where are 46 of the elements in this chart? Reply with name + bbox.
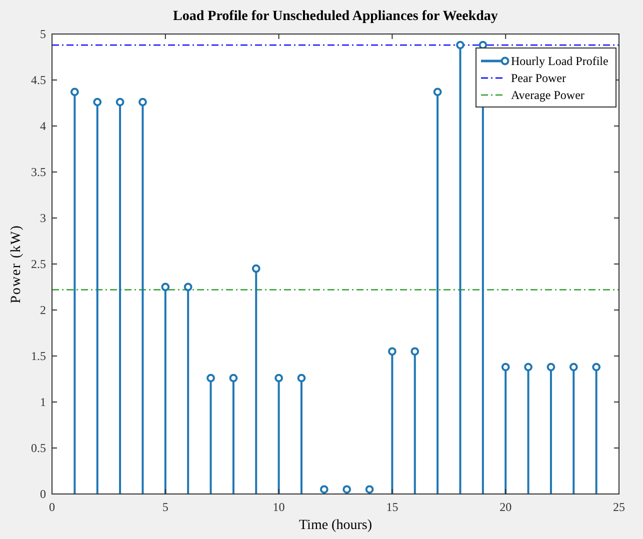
y-tick-label: 1: [40, 395, 46, 409]
y-tick-label: 1.5: [31, 349, 46, 363]
x-tick-label: 15: [386, 500, 398, 514]
point: [93, 98, 102, 106]
legend-label: Average Power: [511, 88, 584, 102]
point: [206, 374, 215, 382]
point: [410, 347, 420, 356]
point: [592, 362, 601, 372]
point: [365, 485, 374, 494]
point: [138, 98, 147, 106]
x-tick-label: 0: [49, 500, 55, 514]
point: [501, 362, 510, 372]
point: [569, 362, 578, 372]
point: [546, 362, 556, 372]
point: [456, 40, 464, 50]
legend-label: Hourly Load Profile: [511, 54, 608, 68]
point: [388, 347, 396, 356]
y-tick-label: 5: [40, 27, 46, 41]
x-tick-label: 25: [613, 500, 625, 514]
y-tick-label: 0.5: [31, 441, 46, 455]
y-axis-title: Power (kW): [9, 224, 24, 304]
point: [70, 88, 79, 96]
x-tick-label: 10: [272, 500, 285, 514]
point: [184, 282, 192, 292]
y-tick-label: 4.5: [31, 73, 46, 87]
y-tick-label: 0: [40, 487, 46, 501]
point: [252, 264, 260, 273]
chart-title: Load Profile for Unscheduled Appliances for Weekday: [173, 9, 498, 24]
point: [161, 282, 170, 292]
point: [297, 374, 306, 382]
y-tick-label: 2: [40, 303, 46, 317]
point: [229, 374, 238, 382]
point: [524, 362, 532, 372]
y-tick-label: 2.5: [31, 257, 46, 271]
y-tick-label: 3: [40, 211, 46, 225]
legend-label: Pear Power: [511, 71, 566, 85]
x-tick-label: 20: [500, 500, 512, 514]
point: [274, 374, 283, 382]
x-axis-title: Time (hours): [299, 518, 372, 533]
y-tick-label: 3.5: [31, 165, 46, 179]
point: [342, 485, 352, 494]
y-tick-label: 4: [40, 119, 46, 133]
point: [116, 98, 124, 106]
point: [433, 88, 442, 96]
point: [320, 485, 328, 494]
x-tick-label: 5: [162, 500, 168, 514]
